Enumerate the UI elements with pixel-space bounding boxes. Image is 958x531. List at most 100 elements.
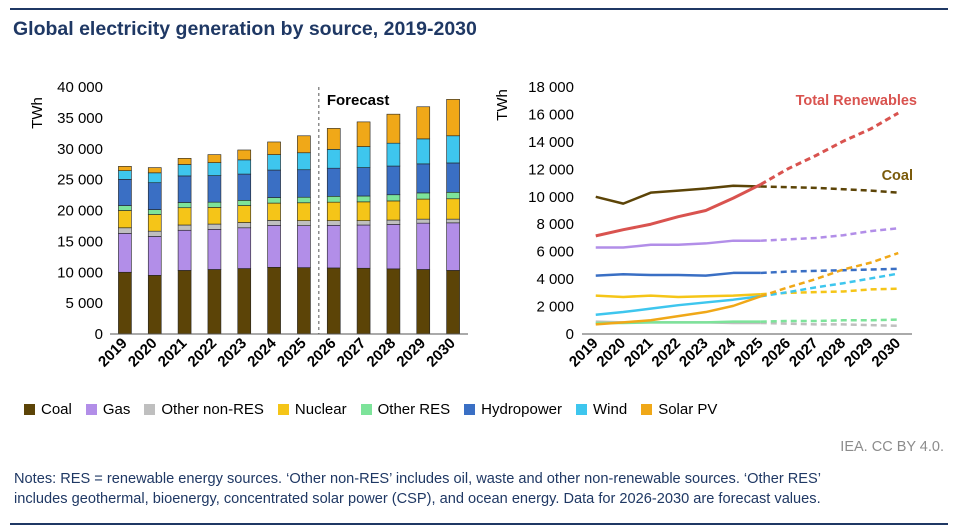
bar-segment bbox=[446, 198, 460, 220]
bar-segment bbox=[297, 196, 311, 204]
bar-segment bbox=[446, 191, 460, 200]
x-tick-label: 2029 bbox=[841, 335, 877, 371]
bar-segment bbox=[356, 121, 371, 147]
bar-segment bbox=[237, 268, 252, 335]
legend-item: Other RES bbox=[360, 400, 451, 418]
y-axis-label: TWh bbox=[29, 97, 46, 129]
bar-segment bbox=[118, 227, 132, 234]
y-tick-label: 4 000 bbox=[536, 271, 574, 288]
bar-segment bbox=[118, 166, 132, 171]
bar-segment bbox=[386, 142, 401, 167]
x-tick-label: 2024 bbox=[703, 334, 739, 370]
top-rule bbox=[10, 8, 948, 10]
bar-segment bbox=[446, 99, 460, 137]
y-tick-label: 8 000 bbox=[536, 216, 574, 233]
bar-segment bbox=[326, 149, 341, 169]
bar-segment bbox=[386, 268, 401, 335]
y-tick-label: 6 000 bbox=[536, 244, 574, 261]
bar-segment bbox=[326, 267, 341, 335]
x-tick-label: 2025 bbox=[731, 335, 767, 371]
y-tick-label: 16 000 bbox=[528, 106, 574, 123]
bar-segment bbox=[177, 207, 192, 226]
bar-segment bbox=[416, 269, 431, 335]
bar-segment bbox=[386, 224, 401, 270]
annotation-total-renewables: Total Renewables bbox=[796, 93, 917, 109]
bar-segment bbox=[386, 113, 401, 144]
bar-segment bbox=[207, 154, 222, 163]
series-line bbox=[595, 292, 761, 299]
legend-item: Other non-RES bbox=[144, 401, 264, 418]
bar-segment bbox=[267, 225, 281, 268]
legend-item: Hydropower bbox=[464, 401, 562, 418]
bar-segment bbox=[237, 159, 252, 175]
bar-segment bbox=[237, 222, 252, 229]
bar-segment bbox=[446, 222, 460, 271]
x-tick-label: 2027 bbox=[334, 335, 370, 371]
bar-segment bbox=[386, 219, 401, 225]
y-tick-label: 35 000 bbox=[57, 110, 103, 127]
y-tick-label: 14 000 bbox=[528, 134, 574, 151]
bar-segment bbox=[118, 210, 132, 229]
annotation-coal: Coal bbox=[882, 168, 913, 184]
legend-label: Other RES bbox=[377, 400, 451, 418]
chart-legend: Coal Gas Other non-RES Nuclear Other RES Hydr… bbox=[24, 398, 731, 420]
legend-item: Coal bbox=[24, 401, 72, 418]
bar-segment bbox=[386, 165, 401, 196]
series-line-forecast bbox=[760, 227, 899, 242]
bar-segment bbox=[416, 218, 431, 224]
x-tick-label: 2020 bbox=[125, 335, 161, 371]
x-tick-label: 2030 bbox=[868, 335, 904, 371]
bar-segment bbox=[297, 202, 311, 221]
x-tick-label: 2020 bbox=[593, 335, 629, 371]
bar-segment bbox=[207, 223, 222, 230]
legend-swatch bbox=[24, 403, 35, 415]
legend-swatch bbox=[360, 403, 372, 415]
bar-segment bbox=[356, 195, 371, 203]
bar-segment bbox=[326, 201, 341, 221]
bar-segment bbox=[267, 169, 281, 198]
series-line-forecast bbox=[760, 185, 899, 194]
bar-segment bbox=[177, 224, 192, 231]
bar-segment bbox=[207, 162, 222, 176]
bar-segment bbox=[177, 158, 192, 165]
x-tick-label: 2026 bbox=[758, 335, 794, 371]
bar-segment bbox=[267, 197, 281, 204]
y-tick-label: 18 000 bbox=[528, 79, 574, 96]
legend-swatch bbox=[277, 403, 289, 415]
x-tick-label: 2022 bbox=[648, 335, 684, 371]
bar-segment bbox=[118, 205, 132, 211]
bar-segment bbox=[207, 269, 222, 335]
bar-segment bbox=[237, 200, 252, 206]
bar-segment bbox=[416, 138, 431, 165]
y-tick-label: 15 000 bbox=[57, 233, 103, 250]
bar-segment bbox=[177, 270, 192, 335]
series-line bbox=[595, 271, 761, 277]
x-tick-label: 2025 bbox=[274, 335, 310, 371]
bar-segment bbox=[297, 152, 311, 171]
bar-segment bbox=[356, 201, 371, 221]
series-line-forecast bbox=[760, 267, 899, 275]
bar-segment bbox=[297, 267, 311, 335]
series-line bbox=[595, 239, 761, 249]
y-axis-label: TWh bbox=[494, 89, 511, 121]
bottom-rule bbox=[10, 523, 948, 525]
bar-segment bbox=[147, 275, 162, 335]
bar-segment bbox=[326, 220, 341, 226]
series-line bbox=[595, 295, 761, 317]
bar-segment bbox=[147, 182, 162, 210]
legend-label: Hydropower bbox=[481, 400, 563, 418]
bar-segment bbox=[267, 141, 281, 155]
bar-segment bbox=[416, 163, 431, 194]
x-tick-label: 2028 bbox=[813, 335, 849, 371]
bar-segment bbox=[416, 198, 431, 220]
page-title: Global electricity generation by source,… bbox=[13, 18, 477, 40]
bar-segment bbox=[356, 220, 371, 226]
series-line-forecast bbox=[760, 318, 899, 323]
bar-segment bbox=[267, 202, 281, 221]
series-line-forecast bbox=[760, 251, 899, 298]
x-tick-label: 2024 bbox=[244, 334, 280, 370]
bar-segment bbox=[267, 154, 281, 171]
bar-segment bbox=[177, 229, 192, 271]
bar-segment bbox=[118, 271, 132, 335]
